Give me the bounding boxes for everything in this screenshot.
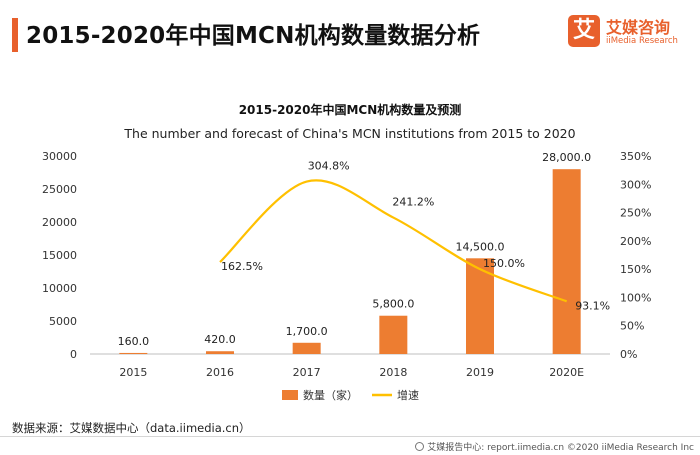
footer-text: 艾媒报告中心: report.iimedia.cn ©2020 iiMedia … [427, 443, 694, 453]
y-right-tick-label: 350% [620, 150, 651, 163]
y-left-tick-label: 10000 [42, 282, 77, 295]
footer-credit: 艾媒报告中心: report.iimedia.cn ©2020 iiMedia … [415, 440, 694, 453]
logo-name-en: iiMedia Research [606, 36, 678, 46]
x-tick-label: 2017 [293, 366, 321, 379]
x-tick-label: 2020E [549, 366, 584, 379]
growth-rate-label: 150.0% [483, 257, 525, 270]
bar-value-label: 160.0 [118, 335, 150, 348]
chart-subtitle: The number and forecast of China's MCN i… [123, 126, 575, 141]
bar-value-label: 5,800.0 [372, 298, 414, 311]
x-tick-label: 2018 [379, 366, 407, 379]
bar [292, 342, 321, 354]
y-right-tick-label: 200% [620, 235, 651, 248]
y-right-tick-label: 300% [620, 178, 651, 191]
title-accent-bar [12, 18, 18, 52]
footer-divider [0, 436, 700, 437]
y-right-tick-label: 150% [620, 263, 651, 276]
bar-value-label: 14,500.0 [456, 240, 505, 253]
y-left-tick-label: 5000 [49, 315, 77, 328]
chart-legend: 数量（家） 增速 [282, 388, 419, 402]
data-source-note: 数据来源：艾媒数据中心（data.iimedia.cn） [12, 421, 251, 435]
bar-value-label: 420.0 [204, 333, 236, 346]
logo-name-cn: 艾媒咨询 [606, 18, 671, 37]
growth-rate-line [219, 179, 568, 303]
logo-mark-icon: 艾 [568, 15, 600, 47]
growth-rate-label: 93.1% [575, 299, 610, 312]
growth-rate-label: 304.8% [308, 160, 350, 173]
x-tick-label: 2015 [119, 366, 147, 379]
legend-bar-label: 数量（家） [303, 388, 358, 402]
x-tick-label: 2019 [466, 366, 494, 379]
y-left-tick-label: 0 [70, 348, 77, 361]
bar-value-label: 1,700.0 [286, 325, 328, 338]
brand-logo: 艾 艾媒咨询 iiMedia Research [568, 12, 688, 54]
y-right-tick-label: 100% [620, 291, 651, 304]
bar [119, 352, 148, 354]
bar-value-label: 28,000.0 [542, 151, 591, 164]
y-right-tick-label: 50% [620, 320, 644, 333]
page-title: 2015-2020年中国MCN机构数量数据分析 [26, 23, 481, 49]
growth-rate-label: 241.2% [392, 196, 434, 209]
y-left-tick-label: 15000 [42, 249, 77, 262]
legend-bar-swatch [282, 390, 298, 400]
copyright-circle-icon [415, 442, 425, 451]
y-right-tick-label: 250% [620, 207, 651, 220]
y-left-tick-label: 30000 [42, 150, 77, 163]
bar [379, 315, 408, 354]
chart-title: 2015-2020年中国MCN机构数量及预测 [239, 102, 462, 117]
bar [552, 169, 581, 354]
y-left-tick-label: 25000 [42, 183, 77, 196]
y-right-tick-label: 0% [620, 348, 637, 361]
combo-chart: 2015-2020年中国MCN机构数量及预测 The number and fo… [42, 102, 651, 402]
legend-line-label: 增速 [397, 388, 419, 402]
growth-rate-label: 162.5% [221, 260, 263, 273]
bar [206, 351, 234, 354]
y-left-tick-label: 20000 [42, 216, 77, 229]
x-tick-label: 2016 [206, 366, 234, 379]
